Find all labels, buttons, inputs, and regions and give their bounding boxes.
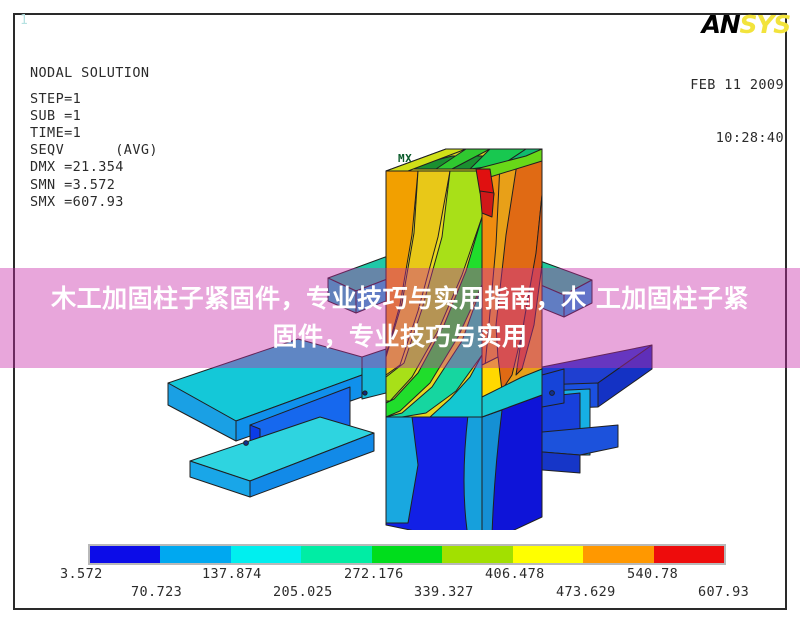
page-title: NODAL SOLUTION	[30, 65, 150, 82]
contour-legend-tick-label: 272.176	[344, 566, 404, 582]
contour-legend-band	[301, 546, 372, 563]
contour-legend-tick-label: 3.572	[60, 566, 103, 582]
ansys-logo-sys: SYS	[739, 10, 791, 39]
max-stress-marker-label: MX	[398, 152, 413, 165]
timestamp: FEB 11 2009 10:28:40	[690, 42, 784, 182]
contour-legend-tick-label: 205.025	[273, 584, 333, 600]
solution-header: NODAL SOLUTION STEP=1 SUB =1 TIME=1 SEQV …	[30, 31, 158, 228]
timestamp-time: 10:28:40	[715, 129, 784, 146]
contour-legend-band	[160, 546, 231, 563]
fem-model-svg	[167, 148, 653, 530]
overlay-banner-text: 木工加固柱子紧固件，专业技巧与实用指南，木 工加固柱子紧固件，专业技巧与实用	[42, 280, 758, 356]
contour-legend-band	[512, 546, 584, 563]
contour-legend-band	[583, 546, 654, 563]
fem-model-graphic	[150, 125, 670, 530]
contour-legend-bands	[90, 546, 724, 563]
contour-legend-tick-label: 607.93	[698, 584, 750, 600]
contour-legend-band	[442, 546, 513, 563]
contour-legend-tick-label: 406.478	[485, 566, 545, 582]
overlay-banner-line-2: 工加固柱子紧固件，专业技巧与实用	[272, 284, 749, 351]
contour-legend-band	[371, 546, 443, 563]
contour-legend-band	[653, 546, 724, 563]
overlay-banner: 木工加固柱子紧固件，专业技巧与实用指南，木 工加固柱子紧固件，专业技巧与实用	[0, 268, 800, 368]
contour-legend-tick-label: 540.78	[627, 566, 679, 582]
timestamp-date: FEB 11 2009	[690, 77, 784, 93]
contour-legend-tick-label: 70.723	[131, 584, 183, 600]
ansys-logo-an: AN	[701, 10, 741, 39]
contour-legend-tick-label: 339.327	[414, 584, 474, 600]
overlay-banner-line-1: 木工加固柱子紧固件，专业技巧与实用指南，木	[51, 284, 587, 313]
contour-legend-ticks: 3.572 70.723 137.874 205.025 272.176 339.327 4…	[0, 566, 800, 610]
plot-frame	[13, 13, 787, 610]
contour-legend-band	[230, 546, 302, 563]
contour-legend-band	[90, 546, 161, 563]
ansys-logo: ANSYS	[701, 10, 792, 39]
contour-legend-tick-label: 473.629	[556, 584, 616, 600]
contour-legend-bar	[88, 544, 726, 565]
solution-parameters: STEP=1 SUB =1 TIME=1 SEQV (AVG) DMX =21.…	[30, 90, 158, 210]
window-index-label: 1	[20, 13, 28, 28]
contour-legend-tick-label: 137.874	[202, 566, 262, 582]
